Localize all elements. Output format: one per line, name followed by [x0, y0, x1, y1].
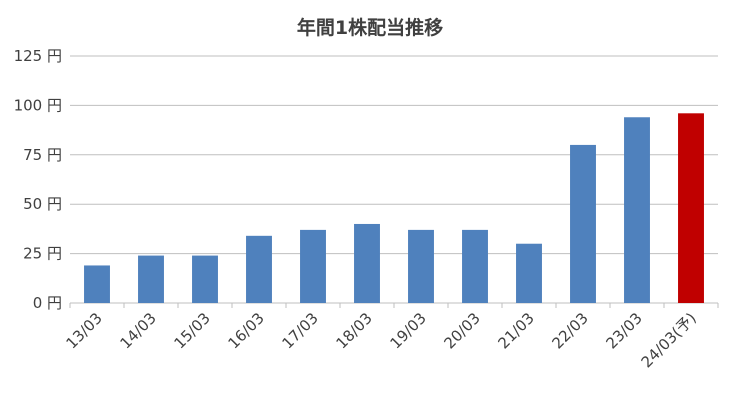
y-tick-label: 0 円 [33, 294, 62, 312]
x-tick-label: 19/03 [387, 309, 430, 352]
bar [246, 235, 272, 303]
bar [354, 223, 380, 303]
bar [84, 265, 110, 303]
x-tick-label: 18/03 [333, 309, 376, 352]
x-tick-label: 22/03 [549, 309, 592, 352]
x-tick-label: 24/03(予) [638, 309, 700, 371]
y-tick-label: 100 円 [14, 96, 62, 114]
bar [408, 229, 434, 303]
x-tick-label: 13/03 [63, 309, 106, 352]
bar [300, 229, 326, 303]
x-axis-ticks: 13/03 14/03 15/03 16/03 17/03 18/03 19/03 20/03… [63, 303, 719, 371]
x-tick-label: 16/03 [225, 309, 268, 352]
bar-forecast [678, 113, 704, 303]
x-tick-label: 14/03 [117, 309, 160, 352]
x-tick-label: 23/03 [603, 309, 646, 352]
x-tick-label: 15/03 [171, 309, 214, 352]
bar [516, 243, 542, 303]
y-tick-label: 125 円 [14, 47, 62, 65]
gridlines [70, 55, 718, 304]
y-tick-label: 75 円 [23, 146, 62, 164]
bar [624, 117, 650, 303]
chart-title: 年間1株配当推移 [297, 16, 443, 39]
y-axis-ticks: 0 円 25 円 50 円 75 円 100 円 125 円 [14, 47, 62, 312]
x-tick-label: 20/03 [441, 309, 484, 352]
x-tick-label: 21/03 [495, 309, 538, 352]
bar [462, 229, 488, 303]
bar [570, 144, 596, 303]
x-tick-label: 17/03 [279, 309, 322, 352]
bar [192, 255, 218, 303]
bars [84, 113, 704, 303]
y-tick-label: 50 円 [23, 195, 62, 213]
y-tick-label: 25 円 [23, 245, 62, 263]
bar [138, 255, 164, 303]
